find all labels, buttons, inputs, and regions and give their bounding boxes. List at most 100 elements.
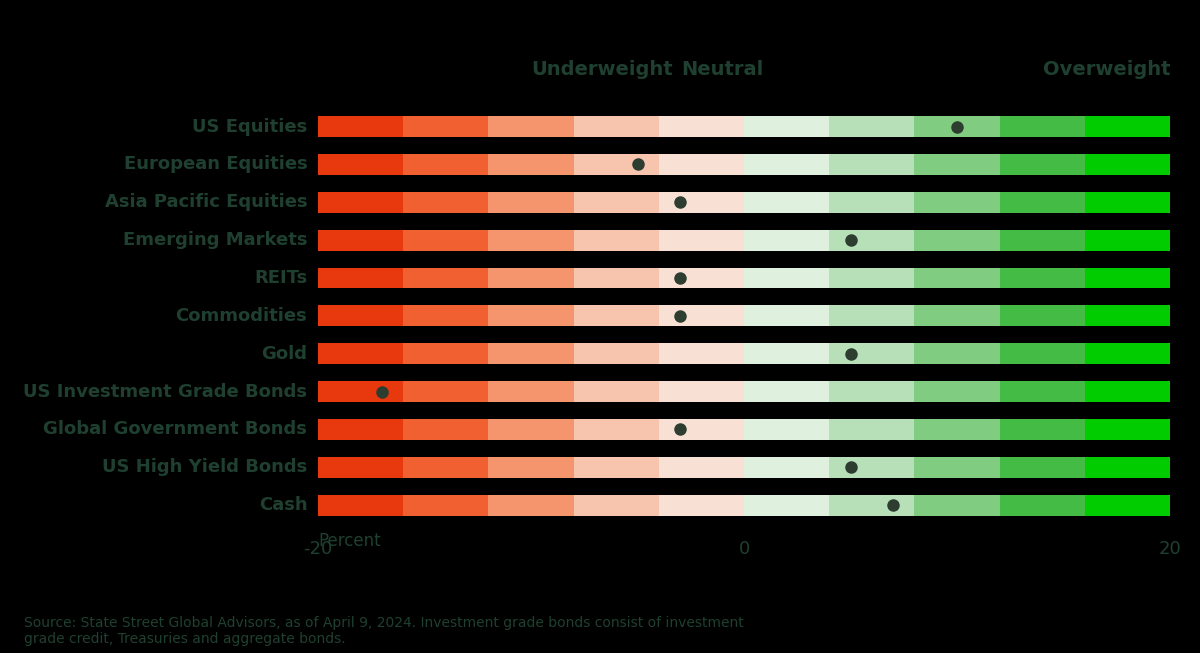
Bar xyxy=(914,381,1000,402)
Bar xyxy=(318,116,403,137)
Bar xyxy=(659,192,744,213)
Bar xyxy=(488,116,574,137)
Bar xyxy=(1000,230,1085,251)
Text: Percent: Percent xyxy=(318,532,380,550)
Bar xyxy=(1085,230,1170,251)
Bar xyxy=(744,381,829,402)
Text: Global Government Bonds: Global Government Bonds xyxy=(43,421,307,438)
Bar xyxy=(1000,268,1085,289)
Bar xyxy=(1085,495,1170,516)
Bar xyxy=(914,306,1000,326)
Bar xyxy=(829,419,914,440)
Bar xyxy=(488,495,574,516)
Bar xyxy=(1000,116,1085,137)
Bar xyxy=(1000,192,1085,213)
Bar xyxy=(659,419,744,440)
Bar xyxy=(829,116,914,137)
Bar xyxy=(574,306,659,326)
Bar xyxy=(574,457,659,478)
Bar xyxy=(488,381,574,402)
Text: Gold: Gold xyxy=(262,345,307,362)
Bar xyxy=(318,457,403,478)
Bar xyxy=(488,268,574,289)
Bar xyxy=(914,419,1000,440)
Bar xyxy=(318,306,403,326)
Bar xyxy=(914,192,1000,213)
Bar xyxy=(574,495,659,516)
Bar xyxy=(829,154,914,175)
Bar xyxy=(829,268,914,289)
Bar xyxy=(1085,419,1170,440)
Bar xyxy=(829,230,914,251)
Bar xyxy=(574,381,659,402)
Bar xyxy=(829,343,914,364)
Text: Neutral: Neutral xyxy=(682,60,764,79)
Bar xyxy=(659,343,744,364)
Bar xyxy=(403,116,488,137)
Text: US Investment Grade Bonds: US Investment Grade Bonds xyxy=(23,383,307,400)
Bar xyxy=(914,268,1000,289)
Bar xyxy=(403,268,488,289)
Bar xyxy=(488,306,574,326)
Bar xyxy=(914,457,1000,478)
Bar xyxy=(488,343,574,364)
Bar xyxy=(1085,154,1170,175)
Bar xyxy=(488,457,574,478)
Bar xyxy=(744,192,829,213)
Bar xyxy=(318,381,403,402)
Bar xyxy=(488,192,574,213)
Bar xyxy=(744,268,829,289)
Text: European Equities: European Equities xyxy=(124,155,307,174)
Text: Asia Pacific Equities: Asia Pacific Equities xyxy=(104,193,307,212)
Bar xyxy=(914,154,1000,175)
Bar xyxy=(318,419,403,440)
Bar xyxy=(318,343,403,364)
Bar xyxy=(659,268,744,289)
Bar xyxy=(574,268,659,289)
Text: Underweight: Underweight xyxy=(530,60,673,79)
Bar xyxy=(744,306,829,326)
Bar xyxy=(403,192,488,213)
Bar xyxy=(744,230,829,251)
Bar xyxy=(914,495,1000,516)
Bar xyxy=(659,457,744,478)
Bar xyxy=(403,381,488,402)
Text: Source: State Street Global Advisors, as of April 9, 2024. Investment grade bond: Source: State Street Global Advisors, as… xyxy=(24,616,744,646)
Bar xyxy=(659,154,744,175)
Bar xyxy=(744,343,829,364)
Text: Emerging Markets: Emerging Markets xyxy=(122,231,307,249)
Bar xyxy=(914,343,1000,364)
Bar xyxy=(1000,495,1085,516)
Bar xyxy=(659,230,744,251)
Text: REITs: REITs xyxy=(254,269,307,287)
Bar xyxy=(659,116,744,137)
Bar xyxy=(403,230,488,251)
Bar xyxy=(1000,306,1085,326)
Bar xyxy=(574,116,659,137)
Bar xyxy=(744,154,829,175)
Bar xyxy=(574,230,659,251)
Bar xyxy=(659,381,744,402)
Bar xyxy=(488,230,574,251)
Bar xyxy=(574,154,659,175)
Bar xyxy=(403,306,488,326)
Bar xyxy=(1000,154,1085,175)
Bar xyxy=(403,154,488,175)
Bar xyxy=(829,495,914,516)
Bar xyxy=(829,192,914,213)
Bar xyxy=(1000,343,1085,364)
Bar xyxy=(1085,381,1170,402)
Bar xyxy=(1085,343,1170,364)
Text: US High Yield Bonds: US High Yield Bonds xyxy=(102,458,307,476)
Bar xyxy=(1085,268,1170,289)
Bar xyxy=(403,495,488,516)
Bar xyxy=(829,381,914,402)
Text: Cash: Cash xyxy=(259,496,307,514)
Bar xyxy=(574,192,659,213)
Bar xyxy=(318,192,403,213)
Bar xyxy=(1085,457,1170,478)
Bar xyxy=(488,154,574,175)
Bar xyxy=(403,457,488,478)
Bar xyxy=(318,268,403,289)
Bar xyxy=(744,116,829,137)
